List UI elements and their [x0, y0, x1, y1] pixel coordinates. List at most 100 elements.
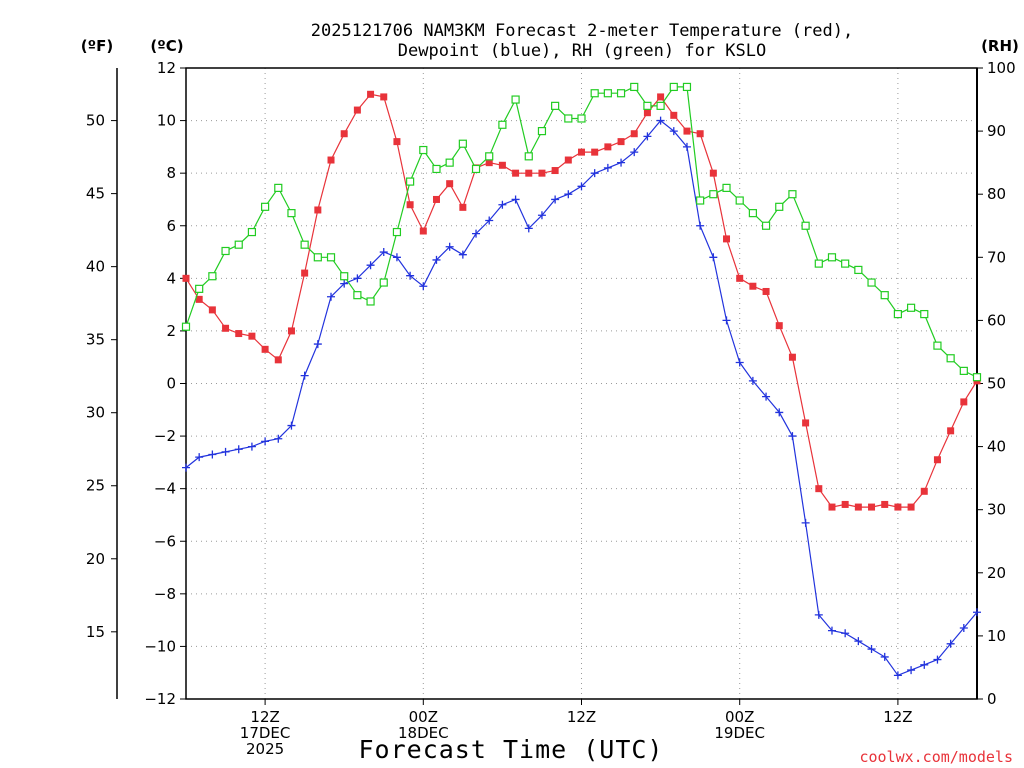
rh-point — [445, 158, 454, 167]
dewpoint-point — [814, 610, 823, 619]
rh-tick-label: 80 — [987, 185, 1006, 203]
temperature-point — [841, 500, 849, 508]
temperature-point — [327, 156, 335, 164]
temperature-point — [630, 130, 638, 138]
temperature-point — [960, 398, 968, 406]
rh-tick-label: 0 — [987, 690, 997, 708]
rh-tick-label: 30 — [987, 501, 1006, 519]
rh-point — [867, 278, 876, 287]
celsius-tick-label: −2 — [154, 427, 176, 445]
dewpoint-point — [841, 629, 850, 638]
temperature-point — [182, 274, 190, 282]
temperature-point — [802, 419, 810, 427]
dewpoint-point — [933, 655, 942, 664]
temperature-point — [367, 90, 375, 98]
rh-point — [946, 354, 955, 363]
rh-point — [722, 183, 731, 192]
rh-point — [326, 253, 336, 262]
dewpoint-point — [643, 132, 652, 141]
celsius-tick-label: −10 — [144, 637, 176, 655]
dewpoint-point — [893, 671, 902, 680]
rh-point — [709, 190, 718, 199]
rh-point — [920, 309, 929, 319]
series-line — [185, 93, 978, 508]
x-tick-label: 17DEC — [240, 724, 291, 742]
temperature-point — [894, 503, 902, 511]
rh-tick-label: 20 — [987, 564, 1006, 582]
rh-point — [577, 114, 586, 123]
temperature-point — [525, 169, 533, 177]
temperature-point — [591, 148, 599, 156]
rh-point — [458, 139, 467, 148]
temperature-point — [670, 111, 678, 119]
dewpoint-point — [656, 116, 665, 125]
rh-point — [590, 89, 599, 98]
rh-point — [893, 309, 903, 319]
temperature-point — [828, 503, 836, 511]
dewpoint-point — [300, 371, 309, 380]
rh-tick-label: 60 — [987, 311, 1006, 329]
rh-point — [603, 89, 612, 98]
rh-point — [485, 152, 494, 161]
rh-point — [656, 101, 665, 110]
data-series — [181, 82, 982, 680]
celsius-unit-label: (ºC) — [150, 37, 183, 55]
dewpoint-point — [327, 292, 336, 301]
x-tick-label: 12Z — [883, 708, 912, 726]
x-tick-label: 19DEC — [714, 724, 765, 742]
rh-point — [366, 297, 375, 306]
temperature-point — [947, 427, 955, 435]
rh-point — [616, 89, 626, 98]
temperature-point — [775, 322, 783, 330]
celsius-tick-label: 12 — [157, 59, 176, 77]
rh-point — [906, 303, 916, 312]
dewpoint-point — [696, 221, 705, 230]
dewpoint-point — [959, 624, 968, 633]
dewpoint-point — [261, 437, 270, 446]
rh-point — [880, 291, 889, 300]
rh-point — [195, 284, 204, 293]
temperature-point — [683, 127, 691, 135]
temperature-point — [340, 130, 348, 138]
rh-point — [959, 366, 968, 375]
celsius-tick-label: −12 — [144, 690, 176, 708]
temperature-point — [854, 503, 862, 511]
dewpoint-point — [748, 376, 757, 385]
dewpoint-point — [920, 660, 929, 669]
celsius-tick-label: −4 — [154, 480, 176, 498]
temperature-point — [287, 327, 295, 335]
rh-point — [537, 126, 547, 136]
dewpoint-point — [353, 274, 362, 283]
rh-point — [221, 246, 230, 256]
temperature-point — [222, 324, 230, 332]
grid-lines — [186, 68, 977, 699]
dewpoint-point — [564, 190, 573, 199]
fahrenheit-tick-label: 20 — [86, 550, 105, 568]
celsius-tick-label: −6 — [154, 532, 176, 550]
temperature-point — [709, 169, 717, 177]
temperature-point — [538, 169, 546, 177]
rh-point — [379, 278, 388, 287]
dewpoint-point — [735, 358, 744, 367]
rh-point — [353, 291, 362, 300]
dewpoint-point — [854, 637, 863, 646]
fahrenheit-tick-label: 40 — [86, 258, 105, 276]
rh-point — [564, 114, 573, 123]
x-tick-label: 2025 — [246, 740, 284, 758]
dewpoint-point — [577, 182, 586, 191]
temperature-point — [881, 500, 889, 508]
fahrenheit-tick-label: 15 — [86, 623, 105, 641]
fahrenheit-tick-label: 45 — [86, 185, 105, 203]
dewpoint-point — [669, 127, 678, 136]
celsius-tick-label: 2 — [166, 322, 176, 340]
dewpoint-point — [880, 652, 889, 661]
dewpoint-point — [458, 250, 467, 259]
x-tick-label: 12Z — [250, 708, 279, 726]
rh-point — [234, 240, 243, 249]
dewpoint-point — [195, 453, 204, 462]
temperature-point — [578, 148, 585, 156]
temperature-point — [248, 332, 256, 340]
temperature-point — [815, 485, 823, 493]
rh-point — [669, 82, 678, 92]
rh-point — [643, 101, 652, 110]
